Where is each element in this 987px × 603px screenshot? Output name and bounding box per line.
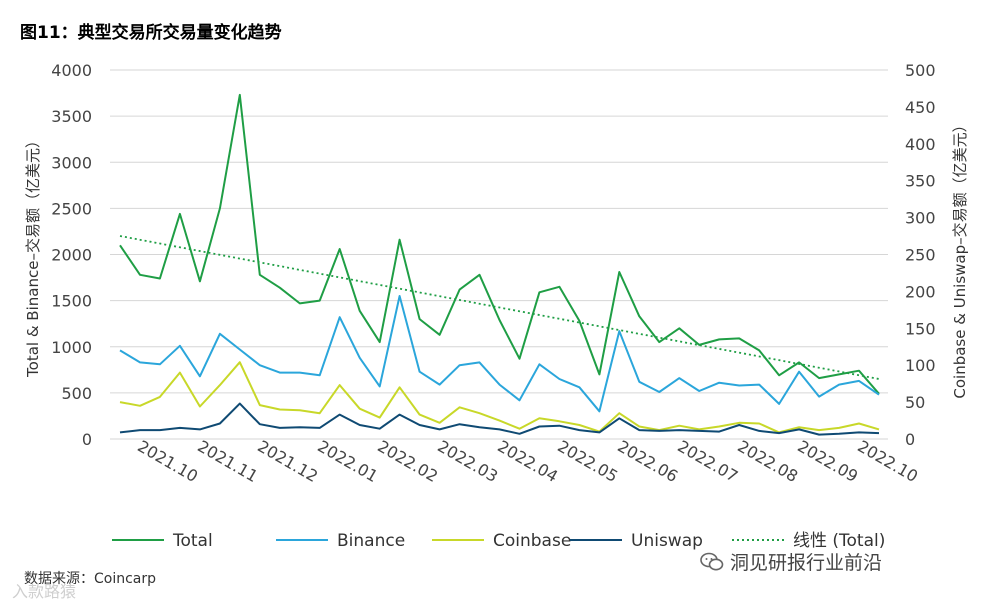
y-left-tick-label: 500 <box>61 384 92 403</box>
x-tick-label: 2021.11 <box>194 436 261 486</box>
legend-label: Binance <box>337 531 405 551</box>
y-axis-right-ticks: 0 50 100 150 200 250 300 350 400 450 500 <box>905 61 936 449</box>
x-axis-ticks: 2021.102021.112021.122022.012022.022022.… <box>134 436 921 486</box>
x-tick-label: 2022.08 <box>734 436 801 486</box>
x-tick-label: 2021.10 <box>134 436 201 486</box>
watermark: 洞见研报行业前沿 <box>700 548 882 575</box>
y-left-tick-label: 2000 <box>51 246 92 265</box>
x-tick-label: 2022.06 <box>614 436 681 486</box>
y-right-tick-label: 100 <box>905 356 936 375</box>
x-tick-label: 2022.02 <box>374 436 441 486</box>
y-left-tick-label: 0 <box>82 430 92 449</box>
y-right-tick-label: 350 <box>905 172 936 191</box>
y-right-tick-label: 500 <box>905 61 936 80</box>
x-tick-label: 2022.04 <box>494 436 561 486</box>
series-line-uniswap <box>119 402 880 436</box>
source-note: 数据来源：Coincarp <box>24 571 157 587</box>
y-right-tick-label: 50 <box>905 393 925 412</box>
x-tick-label: 2022.07 <box>674 436 741 486</box>
y-left-tick-label: 3000 <box>51 153 92 172</box>
watermark-faint: 入款路猿 <box>12 582 77 601</box>
wechat-icon <box>700 552 724 570</box>
x-tick-label: 2022.01 <box>314 436 381 486</box>
y-right-tick-label: 150 <box>905 319 936 338</box>
series-line-binance <box>119 295 880 413</box>
y-left-tick-label: 1500 <box>51 292 92 311</box>
x-tick-label: 2021.12 <box>254 436 321 486</box>
line-chart: 0 500 1000 1500 2000 2500 3000 3500 4000 0 50 100 1… <box>24 61 969 551</box>
legend-label: 线性 (Total) <box>793 531 885 551</box>
y-right-tick-label: 0 <box>905 430 915 449</box>
y-left-tick-label: 2500 <box>51 199 92 218</box>
y-right-tick-label: 200 <box>905 282 936 301</box>
y-left-tick-label: 4000 <box>51 61 92 80</box>
series-line-total <box>119 93 880 395</box>
y-left-tick-label: 1000 <box>51 338 92 357</box>
y-right-tick-label: 250 <box>905 246 936 265</box>
x-tick-label: 2022.09 <box>794 436 861 486</box>
page-title: 图11：典型交易所交易量变化趋势 <box>20 23 282 43</box>
legend-label: Total <box>172 531 213 551</box>
x-tick-label: 2022.03 <box>434 436 501 486</box>
y-axis-left-label: Total & Binance–交易额（亿美元） <box>24 133 42 378</box>
x-tick-label: 2022.05 <box>554 436 621 486</box>
legend-label: Coinbase <box>493 531 571 551</box>
y-left-tick-label: 3500 <box>51 107 92 126</box>
series-line-total <box>119 235 880 380</box>
legend: Total Binance Coinbase Uniswap 线性 (Total) <box>112 531 885 551</box>
watermark-text: 洞见研报行业前沿 <box>730 552 883 574</box>
series-lines <box>119 93 880 436</box>
series-line-coinbase <box>119 361 880 434</box>
y-axis-right-label: Coinbase & Uniswap–交易额（亿美元） <box>951 117 969 398</box>
gridlines <box>110 69 888 440</box>
y-axis-left-ticks: 0 500 1000 1500 2000 2500 3000 3500 4000 <box>51 61 92 449</box>
y-right-tick-label: 300 <box>905 209 936 228</box>
y-right-tick-label: 400 <box>905 135 936 154</box>
y-right-tick-label: 450 <box>905 98 936 117</box>
legend-label: Uniswap <box>631 531 703 551</box>
